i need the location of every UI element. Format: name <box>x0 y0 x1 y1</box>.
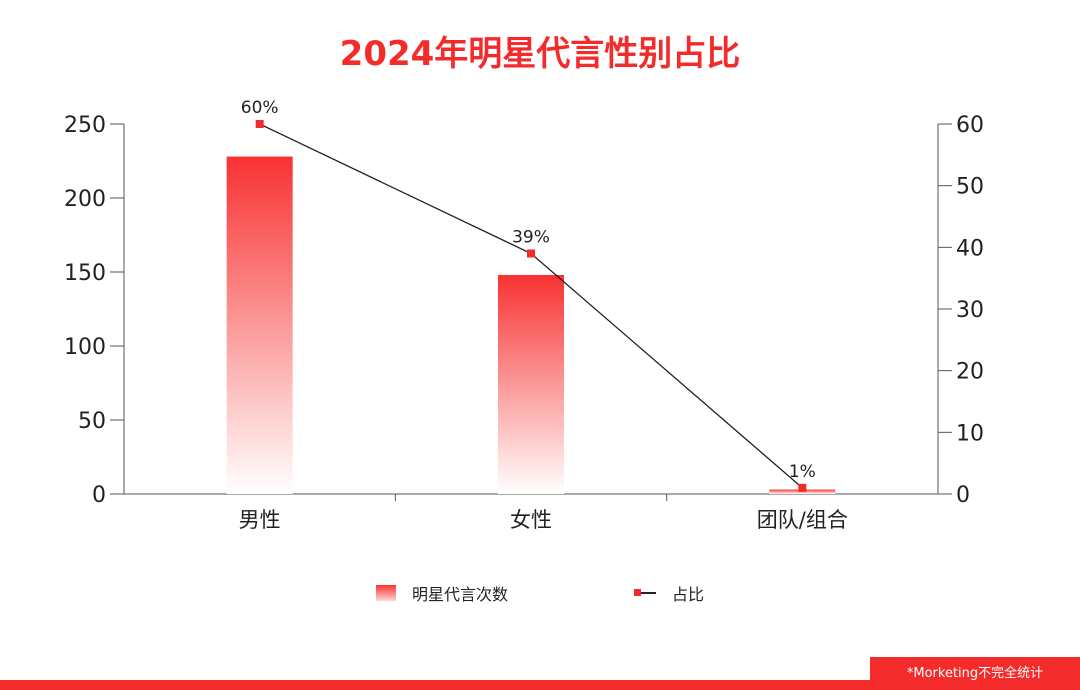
data-label: 1% <box>789 462 816 482</box>
chart-title: 2024年明星代言性别占比 <box>339 34 741 74</box>
y-left-tick-label: 150 <box>64 261 106 286</box>
y-left-tick-label: 50 <box>78 409 106 434</box>
legend-swatch-line <box>634 588 656 598</box>
y-right-tick-label: 40 <box>956 236 984 261</box>
legend-label-line: 占比 <box>672 585 705 604</box>
line-point <box>255 120 264 128</box>
data-label: 39% <box>512 228 550 248</box>
y-right-tick-label: 20 <box>956 360 984 385</box>
y-right-tick-label: 30 <box>956 298 984 323</box>
y-right-tick-label: 0 <box>956 483 970 508</box>
y-right-tick-label: 50 <box>956 175 984 200</box>
bar <box>498 274 564 494</box>
y-left-tick-label: 200 <box>64 187 106 212</box>
bar <box>226 156 293 494</box>
line-point <box>798 483 807 492</box>
footer-accent-line <box>0 680 1080 690</box>
x-tick-label: 团队/组合 <box>757 508 848 532</box>
chart: 0 50 100 150 200 250 0 10 20 30 40 50 60 男性 女性 团队/组合 60%… <box>64 98 984 532</box>
footer-note: *Morketing不完全统计 <box>870 657 1080 690</box>
y-left-tick-label: 0 <box>92 483 106 508</box>
y-right-tick-label: 10 <box>956 421 984 446</box>
legend-swatch-bars <box>376 585 396 601</box>
legend-item-bars: 明星代言次数 <box>376 580 508 606</box>
data-label: 60% <box>241 98 279 118</box>
y-left-tick-label: 250 <box>64 113 106 138</box>
line-point <box>527 249 535 258</box>
legend-item-line: 占比 <box>634 580 704 606</box>
y-left-tick-label: 100 <box>64 335 106 360</box>
y-right-tick-label: 60 <box>956 113 984 138</box>
legend-label-bars: 明星代言次数 <box>412 585 509 604</box>
x-tick-label: 女性 <box>510 508 552 532</box>
x-tick-label: 男性 <box>239 508 281 532</box>
